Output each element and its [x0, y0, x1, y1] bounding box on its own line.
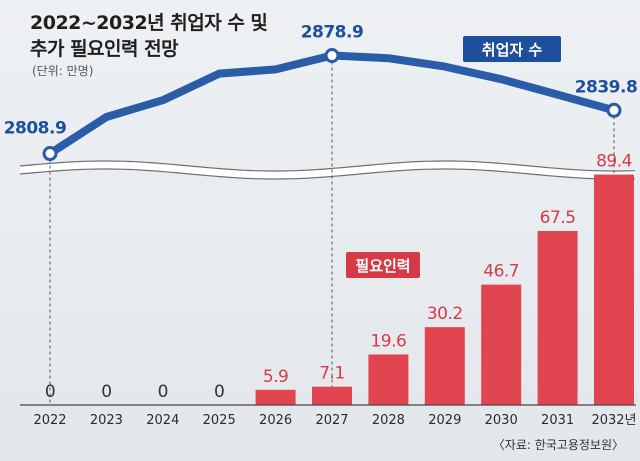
line-value-label-2027: 2878.9 [301, 23, 364, 43]
legend-badge-employment [463, 36, 561, 62]
x-tick-label-2027: 2027 [315, 413, 348, 428]
bar-value-label-2024: 0 [158, 382, 168, 402]
x-tick-label-2024: 2024 [146, 413, 179, 428]
x-tick-label-2022: 2022 [33, 413, 66, 428]
scale-break-band [20, 161, 635, 179]
scale-break-edge-bottom [19, 168, 636, 180]
x-tick-label-2030: 2030 [485, 413, 518, 428]
bar-value-label-2022: 0 [45, 382, 55, 402]
bar-value-label-2026: 5.9 [263, 367, 289, 387]
bar-2032년 [594, 174, 634, 405]
chart-title-line2: 추가 필요인력 전망 [30, 38, 179, 60]
line-value-label-2022: 2808.9 [4, 119, 67, 139]
bar-value-label-2025: 0 [214, 382, 224, 402]
source-label: 〈자료: 한국고용정보원〉 [492, 438, 624, 452]
x-tick-label-2028: 2028 [372, 413, 405, 428]
bar-value-label-2032년: 89.4 [596, 152, 632, 172]
bar-value-label-2028: 19.6 [370, 331, 406, 351]
x-tick-label-2031: 2031 [541, 413, 574, 428]
scale-break-edge-top [19, 160, 636, 172]
bar-2026 [255, 389, 296, 405]
bar-2028 [368, 354, 409, 405]
x-tick-label-2029: 2029 [428, 413, 461, 428]
bar-value-label-2029: 30.2 [427, 304, 463, 324]
x-tick-label-2023: 2023 [90, 413, 123, 428]
bar-2031 [537, 231, 578, 405]
bar-value-label-2027: 7.1 [319, 364, 345, 384]
bar-2029 [424, 327, 465, 405]
bar-2027 [312, 386, 352, 405]
bar-value-label-2031: 67.5 [540, 208, 576, 228]
line-point-2032 [606, 102, 622, 118]
line-value-label-2032: 2839.8 [575, 77, 638, 97]
chart-title-line1: 2022~2032년 취업자 수 및 [30, 12, 268, 34]
line-point-2027 [324, 48, 340, 64]
unit-label: (단위: 만명) [32, 64, 94, 78]
x-tick-label-2026: 2026 [259, 413, 292, 428]
legend-badge-required [346, 252, 420, 278]
x-tick-label-2025: 2025 [203, 413, 236, 428]
bar-value-label-2030: 46.7 [483, 262, 519, 282]
bar-value-label-2023: 0 [101, 382, 111, 402]
line-point-2022 [42, 146, 58, 162]
legend-label-required: 필요인력 [355, 257, 410, 275]
legend-label-employment: 취업자 수 [482, 41, 543, 59]
x-tick-label-2032년: 2032년 [591, 413, 636, 428]
bar-2030 [481, 284, 522, 405]
